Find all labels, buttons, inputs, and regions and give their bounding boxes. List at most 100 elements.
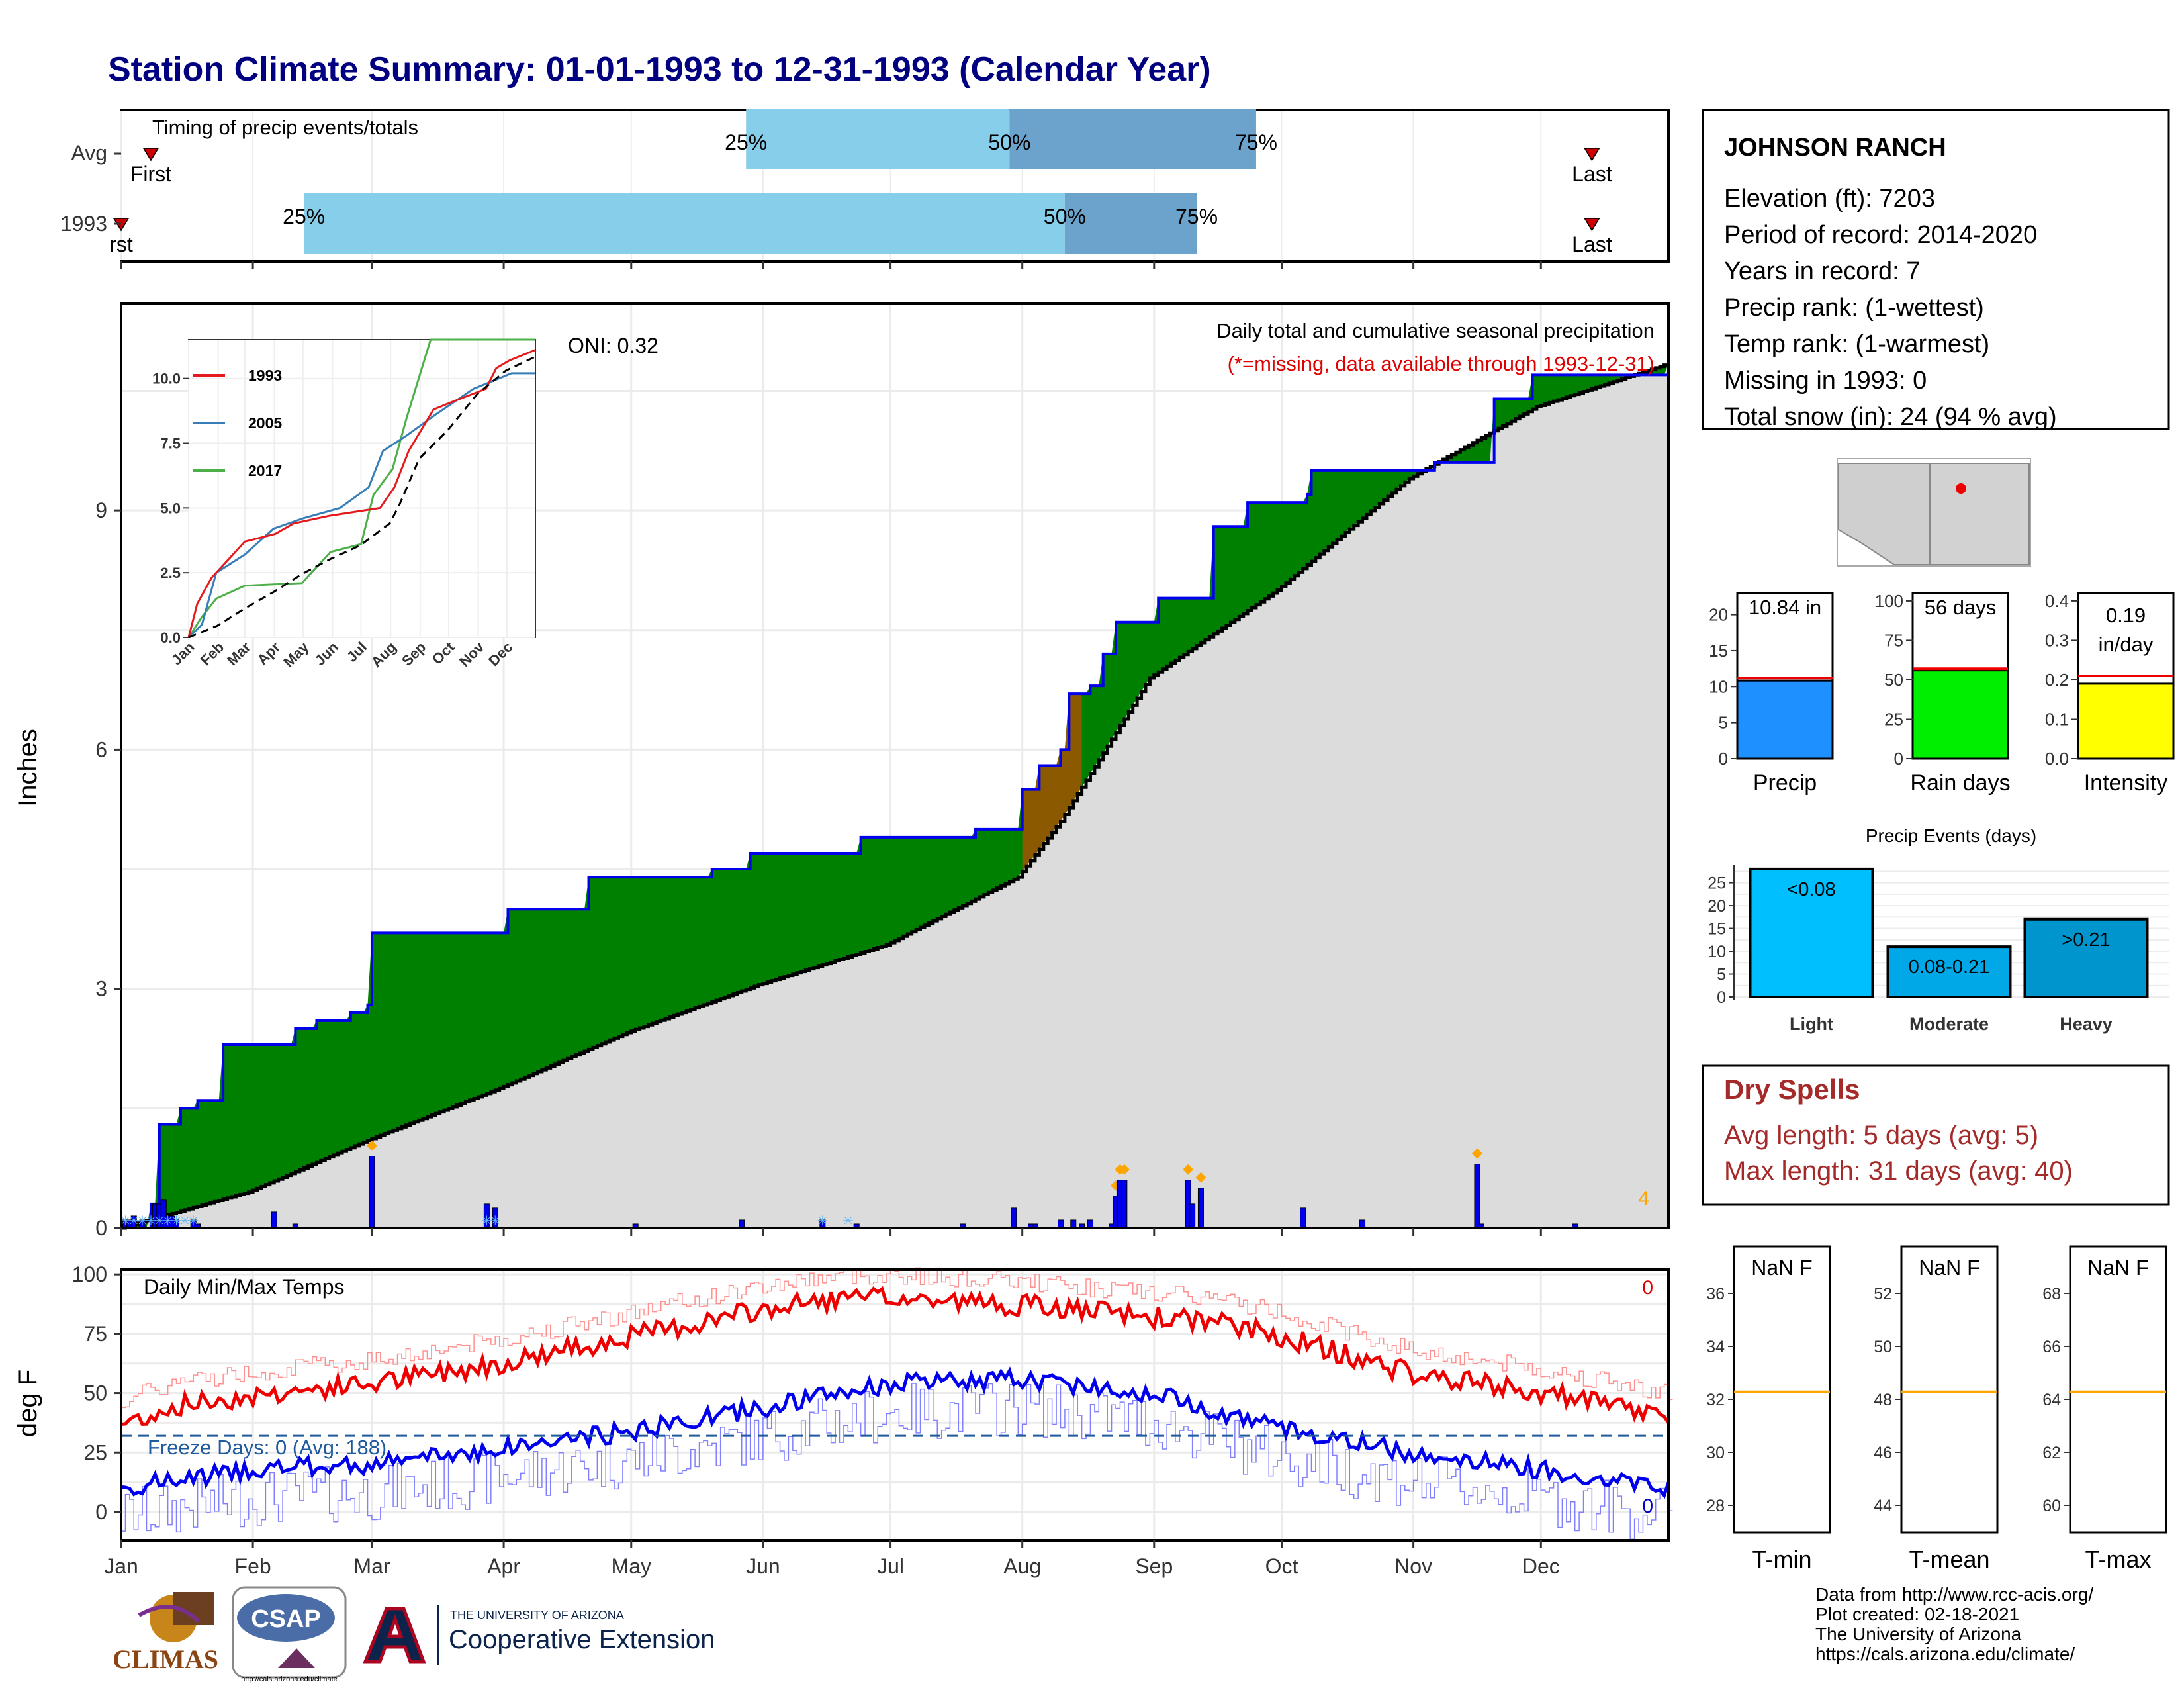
events-bar-label: <0.08 <box>1787 879 1835 900</box>
month-tick-label: May <box>612 1554 651 1578</box>
daily-precip-bar <box>271 1211 277 1229</box>
daily-precip-bar <box>369 1156 375 1229</box>
summary-value-label: 56 days <box>1925 596 1997 619</box>
dry-spells-frame <box>1702 1064 2170 1206</box>
timing-bars: 25% 50% 75% First Last 25% 50% 75% rst Last <box>109 109 1612 256</box>
summary-value-label: 10.84 in <box>1749 596 1821 619</box>
snow-flake-icon: ✳ <box>146 1214 157 1229</box>
csap-logo: CSAP http://cals.arizona.edu/climate <box>232 1586 347 1683</box>
events-y-tick-label: 25 <box>1707 874 1726 893</box>
locator-map <box>1837 458 2031 567</box>
station-period: Period of record: 2014-2020 <box>1724 221 2037 249</box>
temp-panel-frame <box>120 1268 1670 1542</box>
max-record-count: 0 <box>1642 1277 1653 1299</box>
dry-spells-avg: Avg length: 5 days (avg: 5) <box>1724 1121 2038 1150</box>
temp-y-tick-label: 100 <box>72 1262 107 1286</box>
daily-max-temp-line <box>120 1286 1670 1427</box>
station-info-frame <box>1702 109 2170 430</box>
above-average-area <box>121 363 1668 1228</box>
inset-lines <box>187 338 536 639</box>
snow-flake-icon: ✳ <box>137 1214 148 1229</box>
summary-value-label: 0.19 in/day <box>2099 604 2154 656</box>
precip-caption: Daily total and cumulative seasonal prec… <box>1216 319 1655 342</box>
new-mexico-shape <box>1929 463 2030 565</box>
temp-y-ticks: 0 25 50 75 100 <box>72 1262 121 1524</box>
temp-box-tick-label: 28 <box>1706 1497 1725 1515</box>
temp-box-tick-label: 50 <box>1874 1338 1892 1356</box>
month-tick-label: Jul <box>877 1554 904 1578</box>
min-record-count: 0 <box>1642 1495 1653 1517</box>
daily-precip-bar <box>1011 1207 1017 1229</box>
station-name: JOHNSON RANCH <box>1724 134 1946 162</box>
extreme-precip-marker-icon <box>1118 1164 1130 1175</box>
station-temp-rank: Temp rank: (1-warmest) <box>1724 330 1989 358</box>
snow-flake-icon: ✳ <box>179 1214 191 1229</box>
dry-spells-max: Max length: 31 days (avg: 40) <box>1724 1156 2073 1186</box>
summary-y-tick-label: 0.2 <box>2045 670 2069 690</box>
record-max-temp-line <box>121 1267 1673 1409</box>
events-title: Precip Events (days) <box>1866 825 2036 846</box>
state-borders <box>1838 463 1931 565</box>
events-bar <box>1749 867 1874 999</box>
timing-marker-icon <box>1584 218 1600 232</box>
temp-box-tick-label: 44 <box>1874 1497 1892 1515</box>
summary-y-tick-label: 5 <box>1719 713 1728 733</box>
station-info-box: JOHNSON RANCH Elevation (ft): 7203 Perio… <box>1702 109 2170 431</box>
summary-bar-label: Intensity <box>2084 771 2168 796</box>
average-cumulative-line <box>121 363 1670 1230</box>
events-y-tick-label: 10 <box>1707 943 1726 961</box>
temp-box-tick-label: 60 <box>2042 1497 2061 1515</box>
snow-flake-icon: ✳ <box>162 1214 173 1229</box>
temp-box-frame <box>1733 1245 1831 1534</box>
events-bar <box>1886 945 2012 999</box>
snow-flake-icon: ✳ <box>490 1214 501 1229</box>
month-tick-label: Aug <box>1003 1554 1041 1578</box>
events-y-tick-label: 0 <box>1717 988 1726 1007</box>
timing-marker-icon <box>1584 148 1600 162</box>
temp-box-label: T-max <box>2085 1546 2151 1573</box>
temp-panel-bg <box>121 1270 1668 1540</box>
events-category-label: Heavy <box>2060 1014 2113 1034</box>
summary-y-tick-label: 10 <box>1709 677 1728 696</box>
temp-box-tick-label: 68 <box>2042 1285 2061 1303</box>
month-tick-label: Feb <box>235 1554 271 1578</box>
temp-box-value: NaN F <box>2087 1256 2148 1280</box>
temp-box-tick-label: 62 <box>2042 1444 2061 1462</box>
summary-y-tick-label: 0 <box>1719 749 1728 769</box>
month-tick-label: Sep <box>1135 1554 1173 1578</box>
inset-legend-label: 2005 <box>248 414 282 432</box>
extreme-precip-marker-icon <box>366 1140 377 1151</box>
footer-line-plot-created: Plot created: 02-18-2021 <box>1815 1604 2019 1624</box>
summary-value-bar <box>1736 679 1834 760</box>
snow-flake-icon: ✳ <box>188 1214 199 1229</box>
cloud-icon <box>237 1594 335 1642</box>
temp-box-value: NaN F <box>1919 1256 1979 1280</box>
snow-flake-icon: ✳ <box>120 1214 131 1229</box>
dry-spells-box: Dry Spells Avg length: 5 days (avg: 5) M… <box>1702 1064 2170 1206</box>
month-tick-label: Dec <box>1522 1554 1560 1578</box>
temp-summary-boxes: 28 30 32 34 36 NaN F T-min 44 46 48 50 52 NaN F T-mea… <box>1706 1245 2167 1573</box>
temp-y-tick-label: 50 <box>83 1382 107 1405</box>
temp-panel: 0 25 50 75 100 Jan Feb Mar Apr May Jun Jul Aug Sep Oc… <box>13 261 1673 1578</box>
month-tick-label: Oct <box>1265 1554 1298 1578</box>
temp-box-tick-label: 30 <box>1706 1444 1725 1462</box>
timing-pct-label: 50% <box>1044 205 1086 228</box>
observed-cumulative-line <box>121 363 1670 1229</box>
events-category-label: Moderate <box>1909 1014 1989 1034</box>
summary-y-tick-label: 25 <box>1884 709 1903 729</box>
station-elevation: Elevation (ft): 7203 <box>1724 185 1935 212</box>
timing-first-label: rst <box>109 232 133 256</box>
timing-row-1993-label: 1993 <box>60 212 107 236</box>
footer-line-data-source: Data from http://www.rcc-acis.org/ <box>1815 1584 2093 1605</box>
summary-y-tick-label: 20 <box>1709 605 1728 625</box>
inset-series-line <box>187 338 535 638</box>
inset-y-tick-label: 5.0 <box>160 500 181 516</box>
daily-precip-bar <box>1300 1207 1306 1229</box>
timing-panel: 25% 50% 75% First Last 25% 50% 75% rst Last Timin… <box>60 109 1670 263</box>
temp-box-label: T-mean <box>1909 1546 1989 1573</box>
temp-box-tick-label: 34 <box>1706 1338 1725 1356</box>
timing-pct-label: 75% <box>1235 130 1277 154</box>
precip-y-axis-label: Inches <box>13 729 42 807</box>
extreme-precip-marker-icon <box>1183 1164 1194 1175</box>
